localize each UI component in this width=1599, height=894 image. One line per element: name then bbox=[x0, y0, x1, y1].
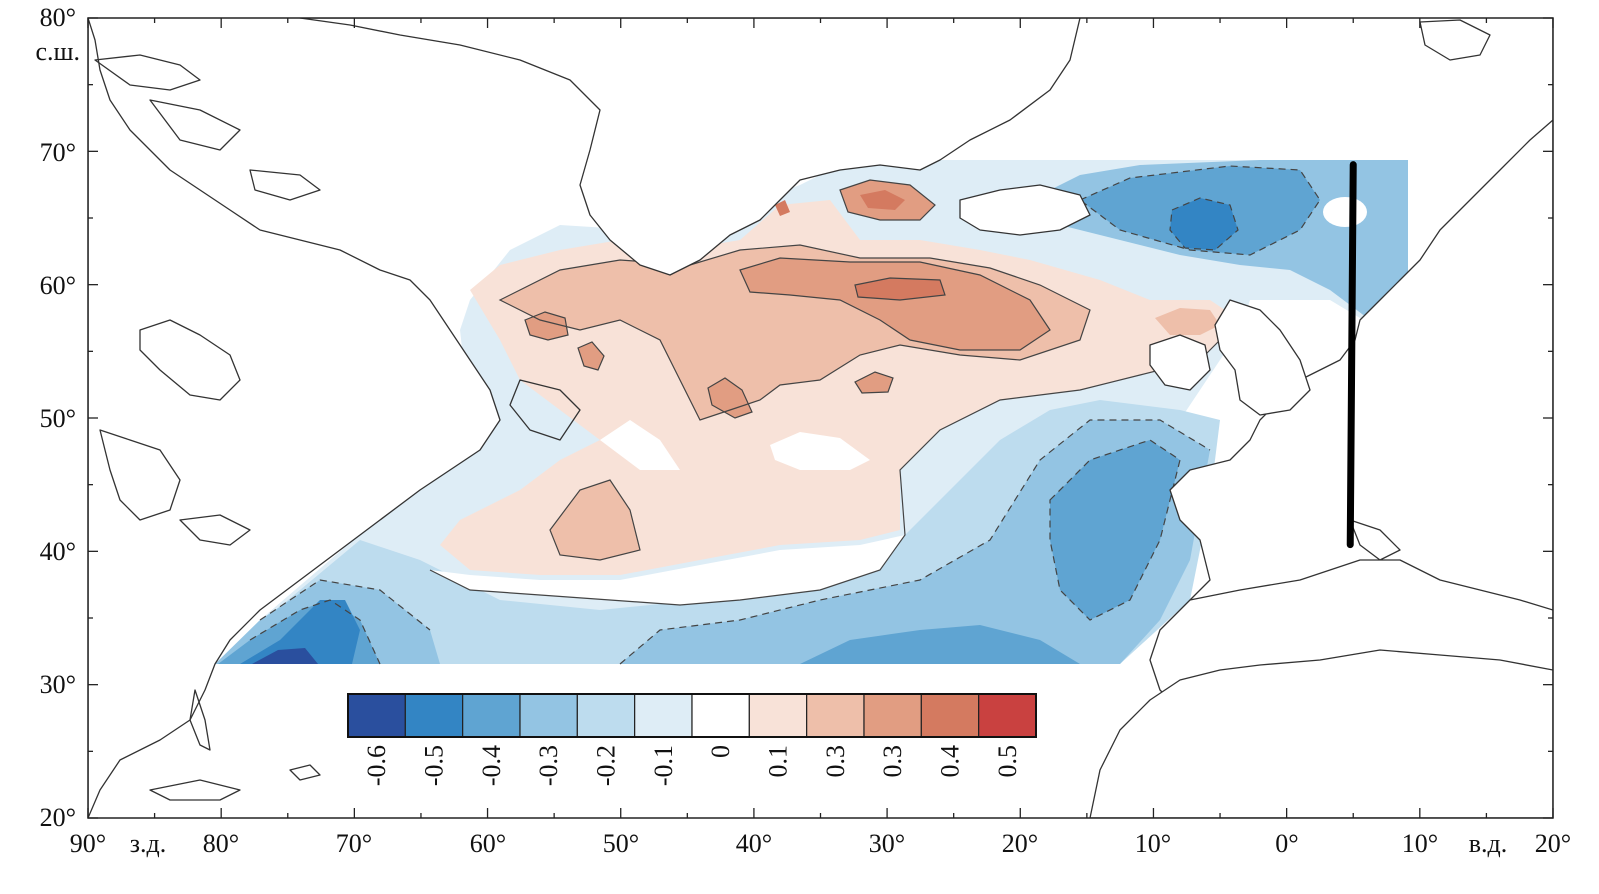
longitude-labels: 90° з.д. 80° 70° 60° 50° 40° 30° 20° 10°… bbox=[70, 829, 1571, 858]
mediterranean-coast bbox=[1189, 519, 1553, 611]
iceland-land bbox=[959, 184, 1091, 236]
colorbar-swatch-7 bbox=[748, 693, 808, 738]
contour-negative-0-2 bbox=[259, 419, 1211, 665]
lon-label-80w: 80° bbox=[203, 829, 239, 858]
lat-label-60: 60° bbox=[40, 271, 76, 300]
colorbar-swatch-5 bbox=[634, 693, 693, 738]
colorbar-swatch-9 bbox=[863, 693, 922, 738]
field-zero-pocket-a bbox=[770, 432, 870, 470]
lon-unit-west: з.д. bbox=[130, 829, 167, 858]
contour-norwegian-sea bbox=[1078, 165, 1321, 256]
field-positive-0-4-c bbox=[708, 378, 752, 418]
colorbar-swatch-0 bbox=[347, 693, 406, 738]
lat-label-30: 30° bbox=[40, 670, 76, 699]
field-norwegian-sea-negative-0-5 bbox=[1170, 198, 1238, 250]
colorbar-label-2: -0.4 bbox=[477, 745, 506, 786]
field-negative-0-4-b bbox=[1050, 440, 1180, 620]
ireland-land bbox=[1149, 334, 1211, 391]
africa-land bbox=[1089, 649, 1553, 818]
colorbar-swatch-4 bbox=[576, 693, 636, 738]
colorbar-swatch-6 bbox=[691, 693, 750, 738]
lon-label-60w: 60° bbox=[470, 829, 506, 858]
contour-positive-0-1 bbox=[498, 244, 1091, 421]
colorbar-frame bbox=[347, 693, 1037, 738]
field-negative-0-3-b bbox=[620, 420, 1210, 664]
colorbar-swatch-10 bbox=[920, 693, 980, 738]
north-america-land bbox=[88, 18, 501, 818]
colorbar-swatch-8 bbox=[806, 693, 865, 738]
canadian-archipelago-coast bbox=[94, 54, 321, 201]
colorbar-label-1: -0.5 bbox=[420, 745, 449, 786]
field-negative-0-6 bbox=[252, 648, 318, 664]
lon-label-20e: 20° bbox=[1535, 829, 1571, 858]
colorbar-label-9: 0.3 bbox=[878, 745, 907, 778]
svalbard-coast bbox=[1419, 19, 1491, 61]
lon-label-70w: 70° bbox=[336, 829, 372, 858]
greenland-land bbox=[299, 18, 1081, 276]
colorbar: -0.6 -0.5 -0.4 -0.3 -0.2 -0.1 0 0.1 0.3 0.3 0.4 0.5 bbox=[347, 693, 1037, 786]
lat-label-50: 50° bbox=[40, 404, 76, 433]
lon-label-0: 0° bbox=[1275, 829, 1298, 858]
field-negative-0-4-c bbox=[800, 625, 1080, 664]
field-positive-0-3-c bbox=[1155, 308, 1220, 335]
lon-unit-east: в.д. bbox=[1469, 829, 1508, 858]
field-negative-0-5-a bbox=[240, 600, 360, 664]
colorbar-label-6: 0 bbox=[706, 745, 735, 758]
lon-label-50w: 50° bbox=[603, 829, 639, 858]
lon-label-20w: 20° bbox=[1002, 829, 1038, 858]
lon-label-30w: 30° bbox=[869, 829, 905, 858]
newfoundland-coast bbox=[509, 379, 581, 441]
field-norway-coast-zero bbox=[1323, 197, 1367, 227]
field-positive-0-4 bbox=[740, 258, 1050, 350]
colorbar-label-10: 0.4 bbox=[936, 745, 965, 778]
field-zero-pocket-b bbox=[600, 420, 680, 470]
contour-zero bbox=[429, 319, 1241, 606]
coastlines bbox=[88, 18, 1553, 818]
colorbar-label-0: -0.6 bbox=[362, 745, 391, 786]
lat-unit-label: с.ш. bbox=[35, 37, 80, 66]
contour-positive-0-4 bbox=[524, 277, 946, 419]
lat-label-80: 80° bbox=[40, 3, 76, 32]
latitude-labels: 80° с.ш. 70° 60° 50° 40° 30° 20° bbox=[35, 3, 80, 832]
field-zero-band bbox=[430, 535, 905, 605]
caribbean-islands-coast bbox=[149, 764, 321, 801]
field-positive-0-5 bbox=[855, 278, 945, 300]
colorbar-label-11: 0.5 bbox=[993, 745, 1022, 778]
colorbar-label-5: -0.1 bbox=[649, 745, 678, 786]
colorbar-swatch-2 bbox=[462, 693, 521, 738]
section-line bbox=[1346, 161, 1357, 549]
colorbar-label-4: -0.2 bbox=[592, 745, 621, 786]
field-positive-0-5-b bbox=[860, 190, 905, 210]
colorbar-swatch-3 bbox=[519, 693, 578, 738]
anomaly-field bbox=[215, 160, 1408, 665]
lon-label-10e: 10° bbox=[1402, 829, 1438, 858]
colorbar-label-7: 0.1 bbox=[764, 745, 793, 778]
colorbar-swatch-1 bbox=[404, 693, 464, 738]
colorbar-label-8: 0.3 bbox=[821, 745, 850, 778]
great-britain-land bbox=[1214, 299, 1311, 416]
field-positive-0-4-b bbox=[525, 312, 568, 340]
contour-negative-0-3 bbox=[249, 439, 1181, 665]
lat-label-70: 70° bbox=[40, 138, 76, 167]
lat-label-40: 40° bbox=[40, 537, 76, 566]
hudson-bay-coast bbox=[139, 319, 241, 401]
contour-positive-0-3 bbox=[549, 179, 1051, 561]
colorbar-swatch-11 bbox=[978, 693, 1037, 738]
lat-label-20: 20° bbox=[40, 803, 76, 832]
lon-label-40w: 40° bbox=[736, 829, 772, 858]
lon-label-90w: 90° bbox=[70, 829, 106, 858]
field-positive-0-5-c bbox=[775, 200, 790, 216]
tick-marks bbox=[87, 17, 1554, 819]
lon-label-10w: 10° bbox=[1135, 829, 1171, 858]
colorbar-label-3: -0.3 bbox=[534, 745, 563, 786]
florida-coast bbox=[189, 689, 211, 751]
great-lakes-coast bbox=[99, 429, 251, 546]
